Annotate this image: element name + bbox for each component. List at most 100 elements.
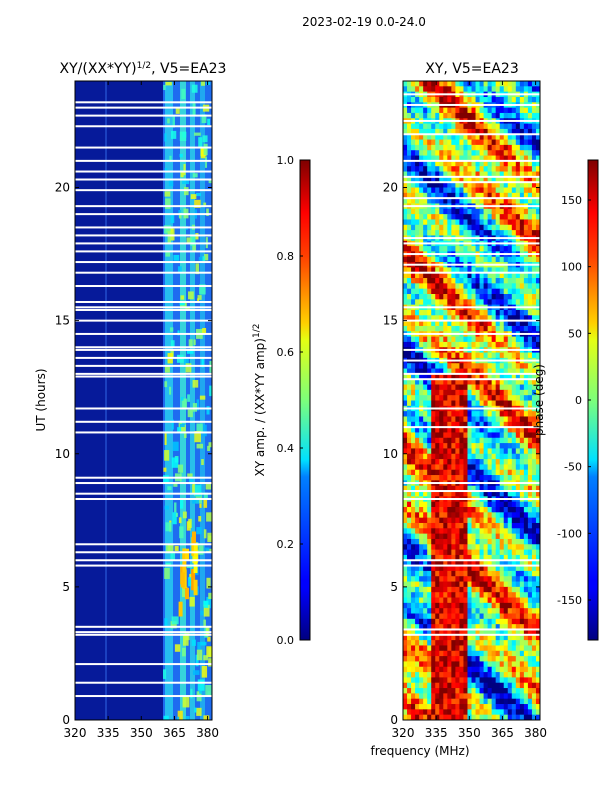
phase-cell [471,352,476,359]
phase-cell [487,714,493,720]
phase-cell [435,341,440,348]
phase-cell [507,453,513,460]
phase-cell [531,155,537,162]
phase-cell [515,672,521,678]
phase-cell [519,267,525,274]
phase-cell [467,522,472,529]
phase-cell [499,171,505,178]
phase-cell [531,517,537,524]
amplitude-cell [191,84,198,93]
phase-cell [419,528,424,535]
phase-cell [431,320,436,327]
phase-cell [487,315,493,322]
phase-cell [451,256,456,263]
phase-cell [459,267,464,274]
phase-cell [451,517,456,524]
phase-cell [459,501,464,508]
phase-cell [507,672,513,678]
phase-cell [439,267,444,274]
phase-cell [479,602,484,609]
phase-cell [507,522,513,529]
phase-cell [467,570,472,577]
phase-cell [455,666,460,673]
amplitude-flagged-row [75,631,212,634]
phase-cell [463,81,468,87]
phase-cell [419,208,424,215]
phase-cell [419,560,424,566]
amplitude-cell [182,398,187,409]
phase-flagged-row [403,359,540,362]
phase-cell [491,613,497,620]
phase-cell [515,400,521,407]
phase-cell [519,554,525,561]
phase-cell [507,698,513,705]
phase-cell [407,608,412,614]
phase-cell [419,214,424,220]
phase-cell [439,709,444,716]
phase-cell [503,182,509,188]
phase-cell [455,230,460,236]
phase-cell [523,315,529,322]
phase-cell [403,640,408,646]
phase-cell [491,469,497,476]
phase-cell [447,485,452,492]
phase-cell [439,629,444,636]
amplitude-cell [200,147,206,159]
phase-flagged-row [403,133,540,136]
phase-cell [459,288,464,295]
phase-cell [407,565,412,572]
phase-cell [451,666,456,673]
phase-cell [403,421,408,428]
phase-cell [427,661,432,668]
phase-cell [463,267,468,274]
phase-cell [403,549,408,556]
phase-cell [527,123,533,130]
phase-cell [531,379,537,385]
phase-cell [495,576,501,582]
phase-cell [471,464,476,471]
phase-cell [435,187,440,194]
phase-cell [431,182,436,188]
amplitude-cell [194,431,201,443]
phase-cell [423,139,428,146]
phase-cell [511,560,517,566]
phase-cell [479,246,484,252]
phase-cell [447,682,452,689]
phase-cell [499,320,505,327]
phase-cell [527,682,533,689]
phase-cell [515,144,521,151]
phase-cell [479,421,484,428]
phase-cell [407,384,412,391]
phase-cell [495,709,501,716]
phase-cell [407,288,412,295]
phase-cell [451,432,456,439]
phase-cell [523,560,529,566]
phase-cell [515,315,521,322]
phase-cell [419,384,424,391]
phase-cell [531,608,537,614]
phase-cell [479,672,484,678]
phase-cell [439,230,444,236]
phase-cell [471,544,476,550]
phase-cell [519,485,525,492]
phase-cell [411,538,416,545]
phase-cell [403,629,408,636]
phase-cell [459,613,464,620]
amplitude-cell [201,114,207,124]
phase-cell [471,230,476,236]
phase-cell [403,592,408,598]
phase-cell [527,645,533,652]
amplitude-cell [182,548,187,559]
phase-cell [487,134,493,140]
phase-cell [447,645,452,652]
phase-cell [459,650,464,657]
phase-cell [475,613,480,620]
phase-cell [459,86,464,93]
phase-cell [451,166,456,172]
phase-cell [511,453,517,460]
phase-cell [419,586,424,593]
phase-cell [507,443,513,449]
phase-cell [419,640,424,646]
phase-cell [419,544,424,550]
phase-cell [447,565,452,572]
